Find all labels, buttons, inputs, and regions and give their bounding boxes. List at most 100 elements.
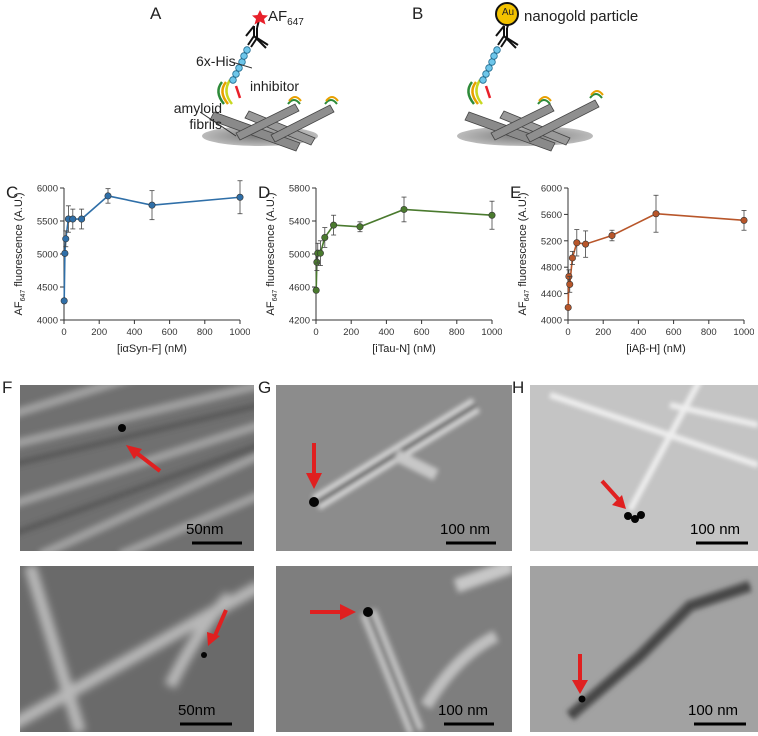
micrograph-g-bottom: 100 nm bbox=[276, 566, 512, 732]
y-tick-label: 4200 bbox=[289, 316, 310, 327]
data-point bbox=[488, 211, 496, 219]
nanogold-particle bbox=[637, 511, 645, 519]
x-tick-label: 600 bbox=[666, 327, 682, 338]
nanogold-particle bbox=[118, 424, 126, 432]
micrograph-f-top: 50nm bbox=[20, 385, 254, 551]
inhibitor-label: inhibitor bbox=[250, 78, 300, 94]
nanogold-particle bbox=[624, 512, 632, 520]
micrograph-h-bottom: 100 nm bbox=[530, 566, 758, 732]
y-axis-label-suffix: fluorescence (A.U.) bbox=[265, 193, 277, 290]
schematic-b bbox=[457, 2, 604, 152]
x-tick-label: 800 bbox=[449, 327, 465, 338]
nanogold-particle bbox=[201, 652, 207, 658]
data-point bbox=[104, 192, 112, 200]
micrograph-g-top: 100 nm bbox=[276, 385, 512, 551]
data-point bbox=[61, 249, 69, 257]
y-tick-label: 6000 bbox=[541, 184, 562, 195]
nanogold-particle bbox=[309, 497, 319, 507]
x-tick-label: 1000 bbox=[733, 327, 754, 338]
chart-c: 4000 4500 5000 5500 6000 0 200 400 600 800 1000 [iα… bbox=[13, 180, 250, 355]
y-tick-label: 4600 bbox=[289, 283, 310, 294]
data-point bbox=[316, 249, 324, 257]
x-tick-label: 400 bbox=[378, 327, 394, 338]
x-tick-label: 400 bbox=[630, 327, 646, 338]
scale-bar-label: 100 nm bbox=[688, 702, 739, 719]
micrograph-f-bottom: 50nm bbox=[20, 566, 254, 732]
x-tick-label: 200 bbox=[343, 327, 359, 338]
x-tick-label: 0 bbox=[565, 327, 570, 338]
y-axis-label-suffix: fluorescence (A.U.) bbox=[517, 193, 529, 290]
data-point bbox=[356, 223, 364, 231]
x-axis-label: [iTau-N] (nM) bbox=[372, 343, 436, 355]
nanogold-particle-icon bbox=[495, 2, 519, 26]
data-point bbox=[573, 239, 581, 247]
y-axis-label-prefix: AF bbox=[13, 301, 25, 315]
y-axis-label-prefix: AF bbox=[517, 301, 529, 315]
data-point bbox=[78, 215, 86, 223]
y-tick-label: 5200 bbox=[541, 236, 562, 247]
y-axis-label-subscript: 647 bbox=[20, 290, 27, 302]
schematic-a bbox=[202, 10, 339, 152]
x-tick-label: 200 bbox=[91, 327, 107, 338]
fibrils-label: amyloid fibrils bbox=[173, 100, 222, 132]
y-axis-label: AF647 fluorescence (A.U.) bbox=[13, 193, 27, 316]
x-axis-label: [iAβ-H] (nM) bbox=[626, 343, 686, 355]
data-point bbox=[330, 221, 338, 229]
data-point bbox=[652, 210, 660, 218]
data-point bbox=[321, 233, 329, 241]
red-arrow-icon bbox=[310, 604, 356, 620]
data-point bbox=[148, 201, 156, 209]
y-tick-label: 5400 bbox=[289, 217, 310, 228]
chart-e: 4000 4400 4800 5200 5600 6000 0 200 400 600 800 100… bbox=[517, 184, 754, 356]
data-point bbox=[740, 216, 748, 224]
scale-bar-label: 100 nm bbox=[690, 521, 741, 538]
antibody bbox=[245, 15, 269, 49]
y-tick-label: 4000 bbox=[541, 316, 562, 327]
x-tick-label: 1000 bbox=[481, 327, 502, 338]
data-point bbox=[566, 280, 574, 288]
y-tick-label: 5500 bbox=[37, 217, 58, 228]
panel-label-f: F bbox=[2, 378, 13, 397]
y-axis-label: AF647 fluorescence (A.U.) bbox=[265, 193, 279, 316]
his-tag-beads bbox=[479, 46, 501, 84]
y-axis-label-suffix: fluorescence (A.U.) bbox=[13, 193, 25, 290]
x-tick-label: 1000 bbox=[229, 327, 250, 338]
data-point bbox=[313, 258, 321, 266]
data-point bbox=[236, 193, 244, 201]
scale-bar-label: 100 nm bbox=[438, 702, 489, 719]
amyloid-fibrils bbox=[209, 103, 335, 152]
panel-label-h: H bbox=[512, 378, 525, 397]
data-point bbox=[564, 303, 572, 311]
y-tick-label: 4000 bbox=[37, 316, 58, 327]
panel-label-c: C bbox=[6, 183, 19, 202]
panel-label-a: A bbox=[150, 4, 162, 23]
fluorophore-label: AF647 bbox=[268, 8, 304, 28]
red-arrow-icon bbox=[600, 479, 626, 509]
data-point bbox=[312, 286, 320, 294]
red-arrow-icon bbox=[306, 443, 322, 489]
gold-text: Au bbox=[501, 7, 515, 18]
x-tick-label: 600 bbox=[162, 327, 178, 338]
red-arrow-icon bbox=[572, 654, 588, 694]
x-tick-label: 400 bbox=[126, 327, 142, 338]
data-point bbox=[62, 235, 70, 243]
x-axis-label: [iαSyn-F] (nM) bbox=[117, 343, 187, 355]
bound-inhibitor-small bbox=[287, 96, 339, 105]
bound-inhibitor-small bbox=[537, 90, 604, 105]
nanogold-particle bbox=[363, 607, 373, 617]
x-tick-label: 800 bbox=[701, 327, 717, 338]
panel-label-d: D bbox=[258, 183, 271, 202]
inhibitor-peptide bbox=[467, 79, 492, 105]
y-tick-label: 5800 bbox=[289, 184, 310, 195]
y-tick-label: 5000 bbox=[289, 250, 310, 261]
scale-bar-label: 50nm bbox=[178, 702, 216, 719]
data-point bbox=[60, 297, 68, 305]
y-tick-label: 4800 bbox=[541, 263, 562, 274]
panel-label-g: G bbox=[258, 378, 272, 397]
red-arrow-icon bbox=[126, 445, 162, 473]
x-tick-label: 0 bbox=[61, 327, 66, 338]
y-tick-label: 5000 bbox=[37, 250, 58, 261]
x-tick-label: 800 bbox=[197, 327, 213, 338]
data-point bbox=[69, 215, 77, 223]
x-tick-label: 200 bbox=[595, 327, 611, 338]
